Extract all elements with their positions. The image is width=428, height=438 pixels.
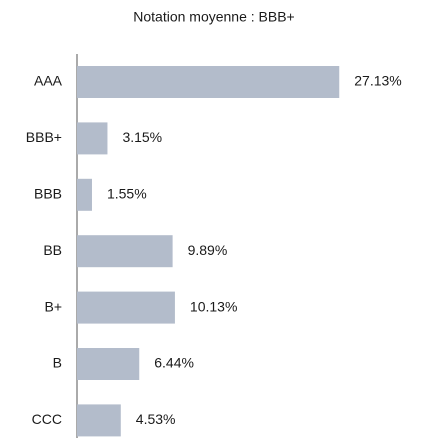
value-label: 1.55% [107,186,147,202]
bar [77,178,92,211]
bar [77,66,340,98]
value-label: 10.13% [190,298,237,314]
bar [77,348,140,380]
bar [77,235,173,268]
bar [77,291,175,324]
category-label: BBB+ [26,129,62,145]
category-label: BB [43,242,62,258]
chart-title: Notation moyenne : BBB+ [133,9,295,25]
value-label: 3.15% [122,129,162,145]
value-label: 9.89% [188,242,228,258]
category-label: CCC [32,411,62,427]
category-label: B [53,355,62,371]
value-label: 6.44% [154,355,194,371]
category-label: AAA [34,73,63,89]
value-label: 4.53% [136,411,176,427]
bar [77,404,121,437]
value-label: 27.13% [354,73,401,89]
bar [77,122,108,155]
category-label: B+ [44,298,62,314]
category-label: BBB [34,186,62,202]
